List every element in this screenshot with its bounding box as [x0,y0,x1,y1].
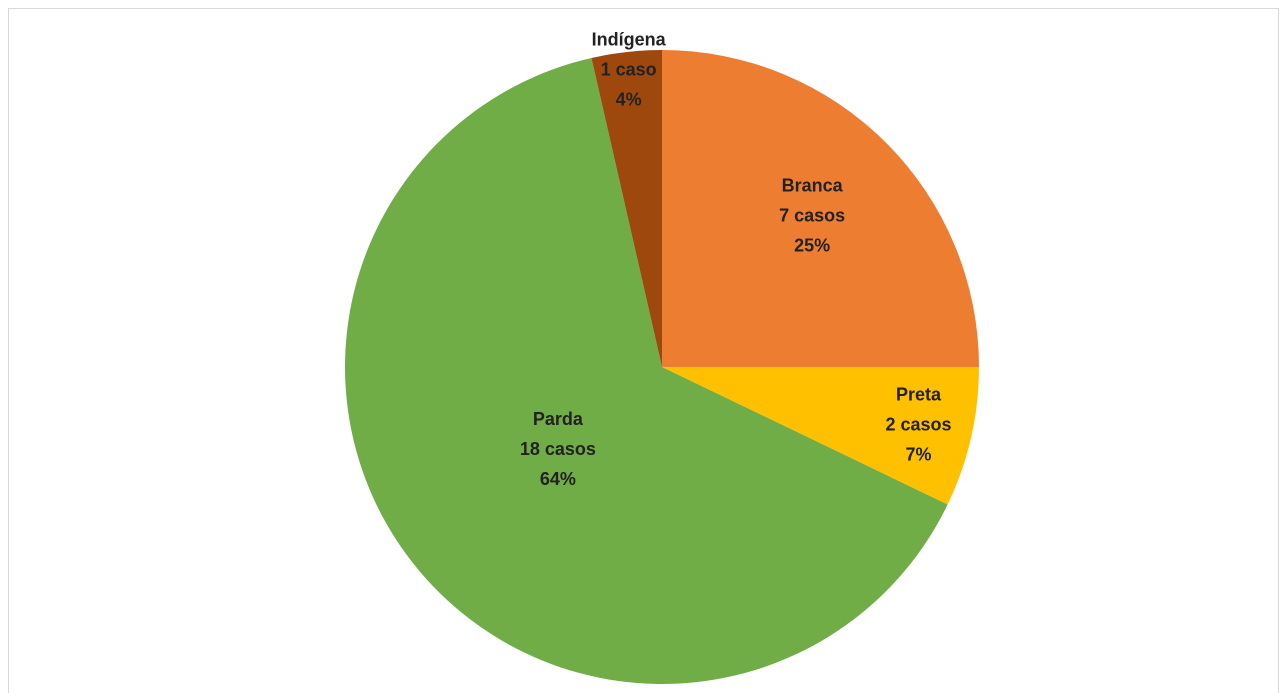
slice-percentage-label: 25% [794,236,830,256]
chart-frame [8,8,1279,693]
pie-slice [662,367,979,505]
slice-category-label: Parda [533,409,584,429]
pie-slice [662,50,979,367]
slice-percentage-label: 7% [906,444,932,464]
slice-category-label: Preta [896,384,942,404]
pie-slice [345,57,948,684]
slice-category-label: Indígena [592,30,667,50]
slice-value-label: 18 casos [520,439,596,459]
slice-value-label: 2 casos [885,414,951,434]
slice-percentage-label: 4% [616,90,642,110]
slice-value-label: 1 caso [601,60,657,80]
slice-percentage-label: 64% [540,469,576,489]
slice-value-label: 7 casos [779,206,845,226]
pie-slice [591,50,662,367]
slice-category-label: Branca [782,176,844,196]
